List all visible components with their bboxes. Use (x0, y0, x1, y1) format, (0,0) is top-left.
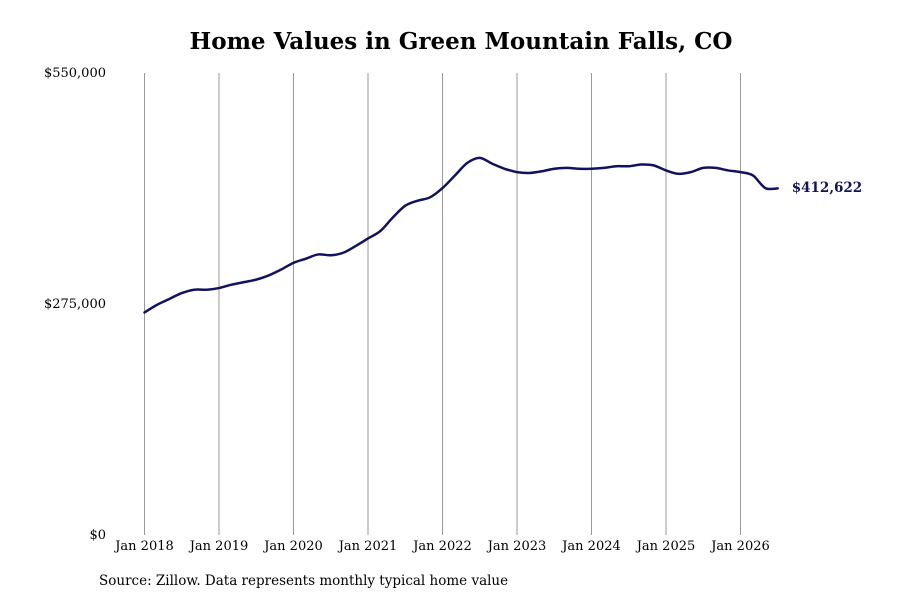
x-tick-label: Jan 2021 (337, 539, 398, 554)
x-tick-label: Jan 2026 (709, 539, 770, 554)
series-line (143, 156, 779, 314)
end-value-label: $412,622 (792, 180, 862, 196)
x-tick-label: Jan 2019 (188, 539, 249, 554)
y-tick-label: $275,000 (44, 297, 106, 312)
annotation-layer: $412,622 (792, 180, 862, 196)
gridlines (144, 73, 741, 535)
x-tick-label: Jan 2024 (560, 539, 621, 554)
chart-title: Home Values in Green Mountain Falls, CO (189, 28, 733, 55)
y-tick-label: $0 (89, 528, 106, 543)
x-tick-label: Jan 2018 (113, 539, 174, 554)
x-tick-label: Jan 2025 (635, 539, 696, 554)
x-axis-ticks: Jan 2018 Jan 2019 Jan 2020 Jan 2021 Jan 2022… (113, 539, 770, 554)
x-tick-label: Jan 2020 (262, 539, 323, 554)
source-note: Source: Zillow. Data represents monthly … (99, 573, 509, 589)
x-tick-label: Jan 2022 (411, 539, 472, 554)
y-axis-ticks: $0 $275,000 $550,000 (44, 66, 106, 543)
x-tick-label: Jan 2023 (486, 539, 547, 554)
y-tick-label: $550,000 (44, 66, 106, 81)
series-layer (143, 156, 779, 314)
